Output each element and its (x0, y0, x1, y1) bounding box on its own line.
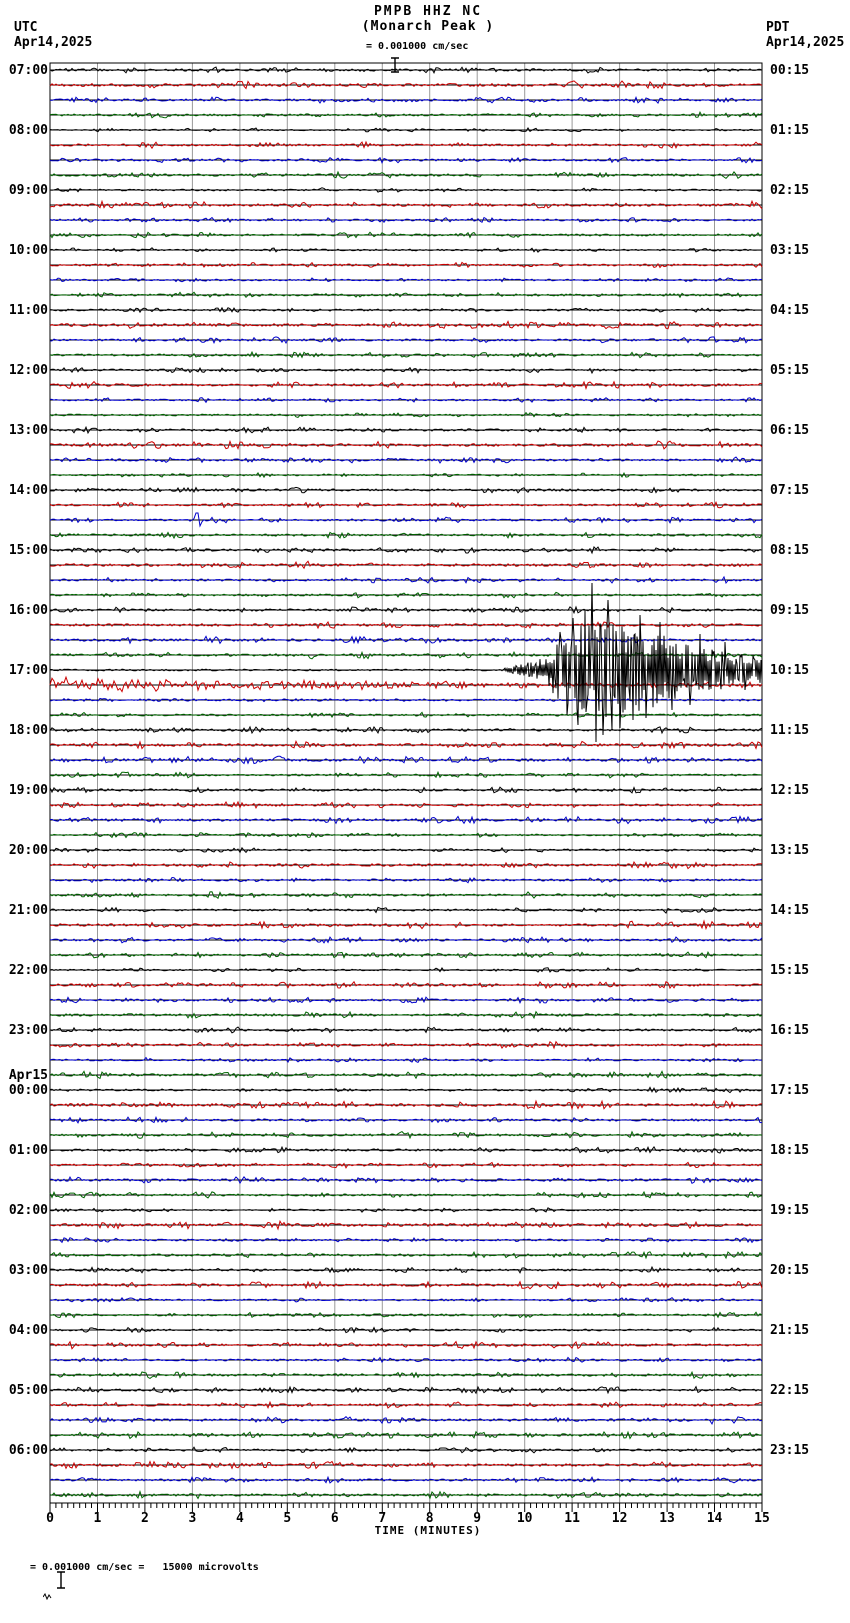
utc-hour-label: 08:00 (8, 123, 48, 138)
utc-hour-label: 15:00 (8, 543, 48, 558)
station-location: (Monarch Peak ) (361, 19, 495, 34)
axis-tick-label: 12 (611, 1511, 628, 1526)
utc-hour-label: 05:00 (8, 1383, 48, 1398)
pdt-hour-label: 09:15 (770, 603, 810, 618)
axis-tick-label: 5 (283, 1511, 292, 1526)
utc-hour-label: 10:00 (8, 243, 48, 258)
axis-tick-label: 2 (141, 1511, 149, 1526)
pdt-hour-label: 04:15 (770, 303, 810, 318)
pdt-hour-label: 23:15 (770, 1443, 810, 1458)
pdt-hour-label: 07:15 (770, 483, 810, 498)
utc-hour-label: 04:00 (8, 1323, 48, 1338)
utc-hour-label: 03:00 (8, 1263, 48, 1278)
pdt-hour-label: 11:15 (770, 723, 810, 738)
pdt-hour-label: 12:15 (770, 783, 810, 798)
axis-tick-label: 13 (659, 1511, 675, 1526)
axis-tick-label: 14 (706, 1511, 723, 1526)
scale-label: = 0.001000 cm/sec (366, 41, 469, 52)
utc-hour-label: 06:00 (8, 1443, 48, 1458)
pdt-hour-label: 18:15 (770, 1143, 810, 1158)
pdt-hour-label: 06:15 (770, 423, 810, 438)
left-timezone-label: UTC (14, 20, 38, 35)
utc-hour-label: 22:00 (8, 963, 48, 978)
axis-tick-label: 3 (188, 1511, 197, 1526)
axis-tick-label: 6 (330, 1511, 339, 1526)
axis-tick-label: 1 (93, 1511, 102, 1526)
axis-tick-label: 9 (473, 1511, 482, 1526)
utc-hour-label: 07:00 (8, 63, 48, 78)
pdt-hour-label: 16:15 (770, 1023, 810, 1038)
utc-hour-label: 21:00 (8, 903, 48, 918)
utc-hour-label: 02:00 (8, 1203, 48, 1218)
pdt-hour-label: 05:15 (770, 363, 810, 378)
helicorder-plot (49, 62, 763, 1512)
i-beam-scale-icon (14, 1552, 69, 1612)
pdt-hour-label: 14:15 (770, 903, 810, 918)
pdt-hour-label: 20:15 (770, 1263, 810, 1278)
utc-hour-label: 13:00 (8, 423, 48, 438)
pdt-hour-label: 22:15 (770, 1383, 810, 1398)
axis-tick-label: 10 (516, 1511, 533, 1526)
axis-tick-label: 11 (564, 1511, 580, 1526)
axis-tick-label: 8 (425, 1511, 434, 1526)
utc-hour-label: 17:00 (8, 663, 48, 678)
axis-tick-label: 15 (754, 1511, 770, 1526)
pdt-hour-label: 10:15 (770, 663, 810, 678)
axis-tick-label: 0 (46, 1511, 54, 1526)
pdt-hour-label: 02:15 (770, 183, 810, 198)
utc-hour-label: 00:00 (8, 1083, 48, 1098)
pdt-hour-label: 13:15 (770, 843, 810, 858)
utc-hour-label: 09:00 (8, 183, 48, 198)
utc-hour-label: 19:00 (8, 783, 48, 798)
date-break-label: Apr15 (8, 1068, 48, 1083)
pdt-hour-label: 01:15 (770, 123, 810, 138)
utc-hour-label: 23:00 (8, 1023, 48, 1038)
pdt-hour-label: 00:15 (770, 63, 810, 78)
pdt-hour-label: 08:15 (770, 543, 810, 558)
utc-hour-label: 01:00 (8, 1143, 48, 1158)
x-axis-title: TIME (MINUTES) (374, 1524, 482, 1537)
pdt-hour-label: 21:15 (770, 1323, 810, 1338)
axis-tick-label: 7 (378, 1511, 387, 1526)
utc-hour-label: 11:00 (8, 303, 48, 318)
right-date-label: Apr14,2025 (766, 35, 845, 50)
pdt-hour-label: 03:15 (770, 243, 810, 258)
pdt-hour-label: 17:15 (770, 1083, 810, 1098)
right-timezone-label: PDT (766, 20, 790, 35)
utc-hour-label: 16:00 (8, 603, 48, 618)
pdt-hour-label: 19:15 (770, 1203, 810, 1218)
utc-hour-label: 20:00 (8, 843, 48, 858)
axis-tick-label: 4 (235, 1511, 244, 1526)
utc-hour-label: 18:00 (8, 723, 48, 738)
footer-scale-note: = 0.001000 cm/sec = 15000 microvolts (30, 1562, 259, 1573)
left-date-label: Apr14,2025 (14, 35, 93, 50)
pdt-hour-label: 15:15 (770, 963, 810, 978)
webicorder-page: PMPB HHZ NC (Monarch Peak ) UTC Apr14,20… (8, 4, 845, 1601)
station-title: PMPB HHZ NC (373, 4, 483, 19)
utc-hour-label: 12:00 (8, 363, 48, 378)
utc-hour-label: 14:00 (8, 483, 48, 498)
